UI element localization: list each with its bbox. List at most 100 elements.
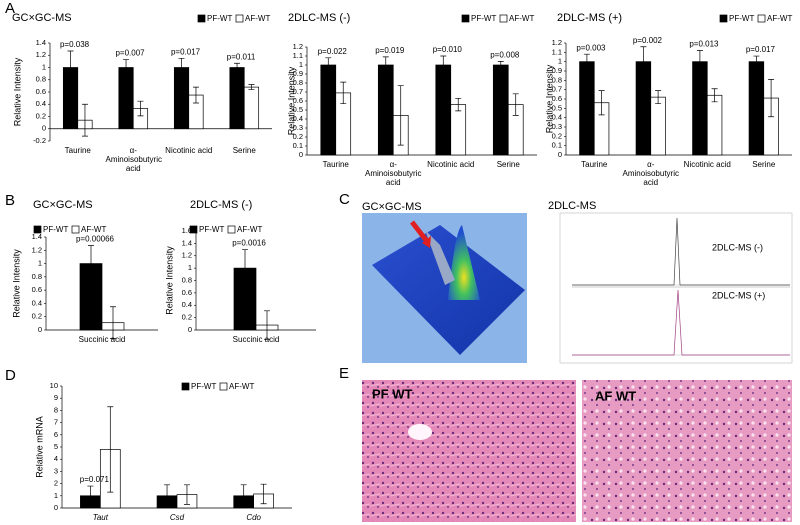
legend-swatch <box>235 14 244 23</box>
error-bar <box>598 90 605 116</box>
x-tick-label: α-Aminoisobutyric acid <box>365 160 422 187</box>
error-bar <box>382 56 389 74</box>
x-tick-label: Nicotinic acid <box>427 160 475 169</box>
y-tick-label: 0.5 <box>293 105 303 114</box>
legend-label: PF-WT <box>729 14 754 23</box>
x-tick-label: Nicotinic acid <box>683 160 731 169</box>
error-bar <box>164 484 171 508</box>
x-tick-label: Nicotinic acid <box>165 146 213 155</box>
error-bar <box>242 249 248 288</box>
y-tick-label: 0.8 <box>293 78 303 87</box>
x-tick-label: Cdo <box>246 513 261 522</box>
error-bar <box>440 55 447 75</box>
arrow <box>410 220 428 242</box>
error-bar <box>67 50 74 85</box>
histology-image <box>362 380 576 522</box>
y-tick-label: 0.6 <box>552 94 562 103</box>
error-bar <box>260 483 267 505</box>
error-bar <box>640 46 647 77</box>
legend-label: PF-WT <box>199 225 224 234</box>
error-bar <box>397 85 404 146</box>
legend-label: AF-WT <box>245 14 270 23</box>
p-value: p=0.0016 <box>232 239 266 248</box>
p-value: p=0.011 <box>227 52 256 61</box>
y-tick-label: 1.6 <box>182 226 192 235</box>
error-bar <box>123 59 130 76</box>
y-tick-label: 0 <box>38 325 42 334</box>
y-tick-label: 2 <box>54 479 58 488</box>
error-bar <box>87 485 94 506</box>
x-tick-label: Taurine <box>322 160 349 169</box>
y-tick-label: 1 <box>299 60 303 69</box>
chart-title: GC×GC-MS <box>12 12 72 24</box>
arrow-head <box>422 236 431 248</box>
y-axis-label: Relative Intensity <box>544 64 554 133</box>
legend-label: AF-WT <box>509 14 534 23</box>
y-tick-label: 0.8 <box>552 75 562 84</box>
y-tick-label: 7 <box>54 418 58 427</box>
legend-swatch <box>197 14 206 23</box>
y-tick-label: 0.6 <box>182 288 192 297</box>
x-tick-label: Taurine <box>581 160 608 169</box>
y-tick-label: 0.2 <box>552 131 562 140</box>
y-tick-label: 10 <box>50 381 58 390</box>
legend-label: AF-WT <box>237 225 262 234</box>
y-tick-label: 0.5 <box>552 103 562 112</box>
error-bar <box>753 55 760 68</box>
legend-swatch <box>219 382 228 391</box>
p-value: p=0.008 <box>490 51 520 60</box>
y-tick-label: 0.7 <box>552 85 562 94</box>
p-value: p=0.019 <box>375 46 405 55</box>
legend-swatch <box>33 225 42 234</box>
y-tick-label: 1 <box>42 62 46 71</box>
y-tick-label: 0.3 <box>293 123 303 132</box>
p-value: p=0.002 <box>633 36 663 45</box>
y-tick-label: 0.3 <box>552 122 562 131</box>
y-tick-label: 0.9 <box>552 66 562 75</box>
error-bar <box>696 50 703 74</box>
x-tick-label: Serine <box>232 146 256 155</box>
p-value: p=0.00066 <box>76 235 115 244</box>
vessel <box>408 424 432 440</box>
error-bar <box>497 61 504 69</box>
y-tick-label: 1.1 <box>552 47 562 56</box>
y-tick-label: 9 <box>54 393 58 402</box>
error-bar <box>711 88 718 103</box>
legend-swatch <box>71 225 80 234</box>
trace-label: 2DLC-MS (+) <box>712 290 765 300</box>
y-tick-label: 0.8 <box>36 75 46 84</box>
x-tick-label: Succinic acid <box>78 335 126 344</box>
error-bar <box>655 90 662 105</box>
y-axis-label: Relative Intensity <box>164 246 174 315</box>
x-tick-label: α-Aminoisobutyric acid <box>105 146 162 173</box>
p-value: p=0.017 <box>171 47 201 56</box>
chart-title: 2DLC-MS (-) <box>190 199 252 211</box>
error-bar <box>107 406 114 493</box>
legend-label: AF-WT <box>229 382 254 391</box>
x-tick-label: Taut <box>92 513 108 522</box>
panel-c-title: 2DLC-MS <box>548 200 596 212</box>
y-tick-label: 1.4 <box>182 238 192 247</box>
y-tick-label: 0.8 <box>182 275 192 284</box>
p-value: p=0.007 <box>115 49 145 58</box>
y-tick-label: 1.2 <box>182 251 192 260</box>
bar <box>435 64 452 156</box>
x-tick-label: α-Aminoisobutyric acid <box>622 160 679 187</box>
chart-title: GC×GC-MS <box>33 199 93 211</box>
legend-swatch <box>499 14 508 23</box>
p-value: p=0.017 <box>746 45 776 54</box>
error-bar <box>240 484 247 508</box>
error-bar <box>234 62 241 73</box>
y-tick-label: 0.2 <box>293 132 303 141</box>
p-value: p=0.022 <box>318 47 348 56</box>
error-bar <box>340 81 347 105</box>
error-bar <box>583 53 590 70</box>
y-tick-label: 6 <box>54 430 58 439</box>
bar <box>706 94 723 156</box>
x-tick-label: Csd <box>169 513 185 522</box>
y-tick-label: 0.7 <box>293 87 303 96</box>
y-tick-label: 1.2 <box>36 50 46 59</box>
chart-title: 2DLC-MS (-) <box>288 12 350 24</box>
x-tick-label: Succinic acid <box>232 335 280 344</box>
y-tick-label: 0.6 <box>293 96 303 105</box>
